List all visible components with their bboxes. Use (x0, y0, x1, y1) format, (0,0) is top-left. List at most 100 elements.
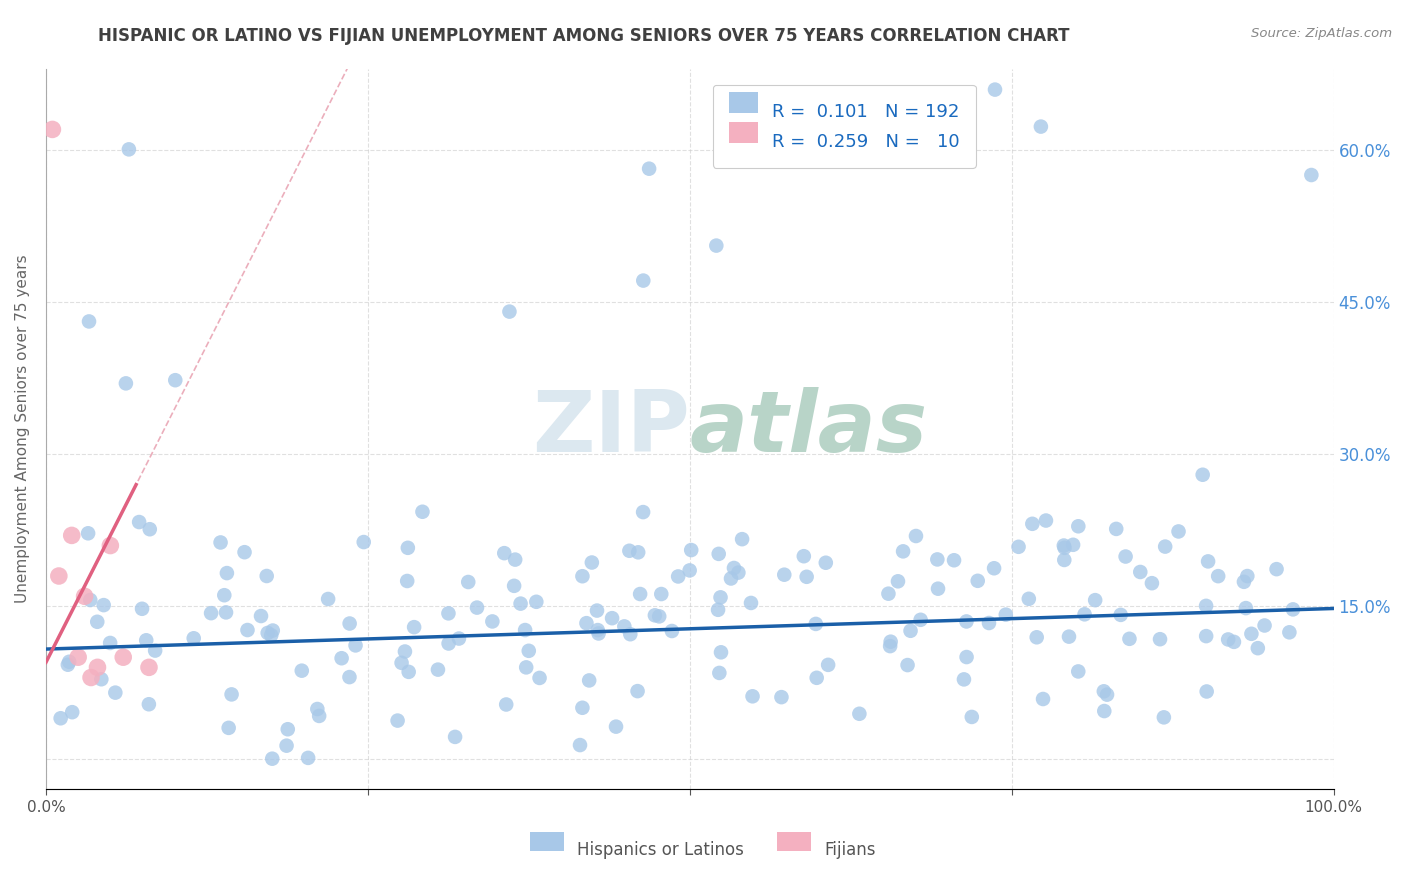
Point (848, 706, 870, 721)
Point (330, 651, 353, 665)
Point (1057, 630, 1080, 644)
Point (720, 572, 742, 586)
Point (994, 607, 1017, 622)
Point (727, 566, 749, 580)
Point (80, 671, 103, 685)
Point (1223, 635, 1246, 649)
Point (398, 665, 420, 679)
Point (817, 657, 839, 672)
Point (93, 598, 115, 612)
Point (723, 561, 745, 575)
Point (183, 632, 205, 646)
Point (814, 556, 837, 570)
Point (515, 660, 537, 674)
Point (681, 543, 703, 558)
Point (77, 526, 100, 541)
Point (600, 611, 623, 625)
Point (1301, 168, 1323, 182)
Point (586, 623, 609, 637)
Point (1062, 538, 1084, 552)
Point (214, 588, 236, 602)
Point (710, 645, 733, 659)
Point (679, 563, 702, 577)
Point (276, 739, 298, 753)
Point (233, 545, 256, 559)
Point (1154, 540, 1177, 554)
Point (626, 684, 648, 698)
Point (900, 624, 922, 638)
Point (984, 82, 1007, 96)
Point (277, 723, 299, 737)
Point (1021, 516, 1043, 531)
Point (221, 687, 243, 701)
Point (1029, 120, 1052, 134)
Point (200, 606, 222, 620)
Point (98, 539, 121, 553)
Point (770, 690, 793, 705)
Point (256, 569, 278, 583)
Point (631, 505, 654, 519)
Point (804, 616, 827, 631)
Point (437, 607, 460, 621)
Point (1109, 607, 1132, 622)
Point (1018, 591, 1040, 606)
Point (955, 615, 977, 629)
Point (960, 710, 983, 724)
Point (481, 615, 503, 629)
Point (1195, 629, 1218, 643)
Point (1092, 684, 1115, 698)
Point (709, 591, 731, 605)
Point (112, 650, 135, 665)
Point (1278, 625, 1301, 640)
Point (1032, 692, 1054, 706)
Point (250, 609, 273, 624)
Point (1067, 519, 1090, 533)
Point (1167, 524, 1189, 539)
Point (586, 603, 609, 617)
Point (1234, 601, 1257, 615)
Point (60, 528, 83, 542)
Point (983, 561, 1005, 575)
Point (308, 709, 330, 723)
Point (297, 751, 319, 765)
Point (426, 663, 449, 677)
Point (503, 579, 526, 593)
Point (619, 627, 641, 641)
Point (1092, 704, 1115, 718)
Point (1073, 607, 1095, 622)
Point (1197, 554, 1219, 568)
Point (465, 600, 488, 615)
Point (41, 122, 63, 136)
Point (879, 634, 901, 648)
Point (262, 752, 284, 766)
Legend: Hispanics or Latinos, Fijians: Hispanics or Latinos, Fijians (524, 833, 882, 866)
Point (891, 544, 914, 558)
Point (879, 639, 901, 653)
Point (569, 738, 592, 752)
Point (138, 698, 160, 712)
Point (904, 529, 927, 543)
Point (740, 596, 762, 610)
Point (650, 587, 672, 601)
Point (396, 541, 419, 555)
Point (143, 643, 166, 657)
Point (138, 660, 160, 674)
Point (49, 711, 72, 725)
Point (524, 595, 547, 609)
Point (605, 720, 627, 734)
Point (910, 613, 932, 627)
Point (707, 547, 730, 561)
Point (260, 628, 283, 642)
Legend: R =  0.101   N = 192, R =  0.259   N =   10: R = 0.101 N = 192, R = 0.259 N = 10 (713, 85, 976, 168)
Point (339, 616, 361, 631)
Point (955, 650, 977, 665)
Point (236, 623, 259, 637)
Point (1105, 522, 1128, 536)
Point (79, 593, 101, 607)
Point (1195, 599, 1218, 613)
Point (966, 574, 988, 588)
Point (581, 556, 603, 570)
Point (1007, 540, 1029, 554)
Point (1084, 593, 1107, 607)
Point (58, 655, 80, 669)
